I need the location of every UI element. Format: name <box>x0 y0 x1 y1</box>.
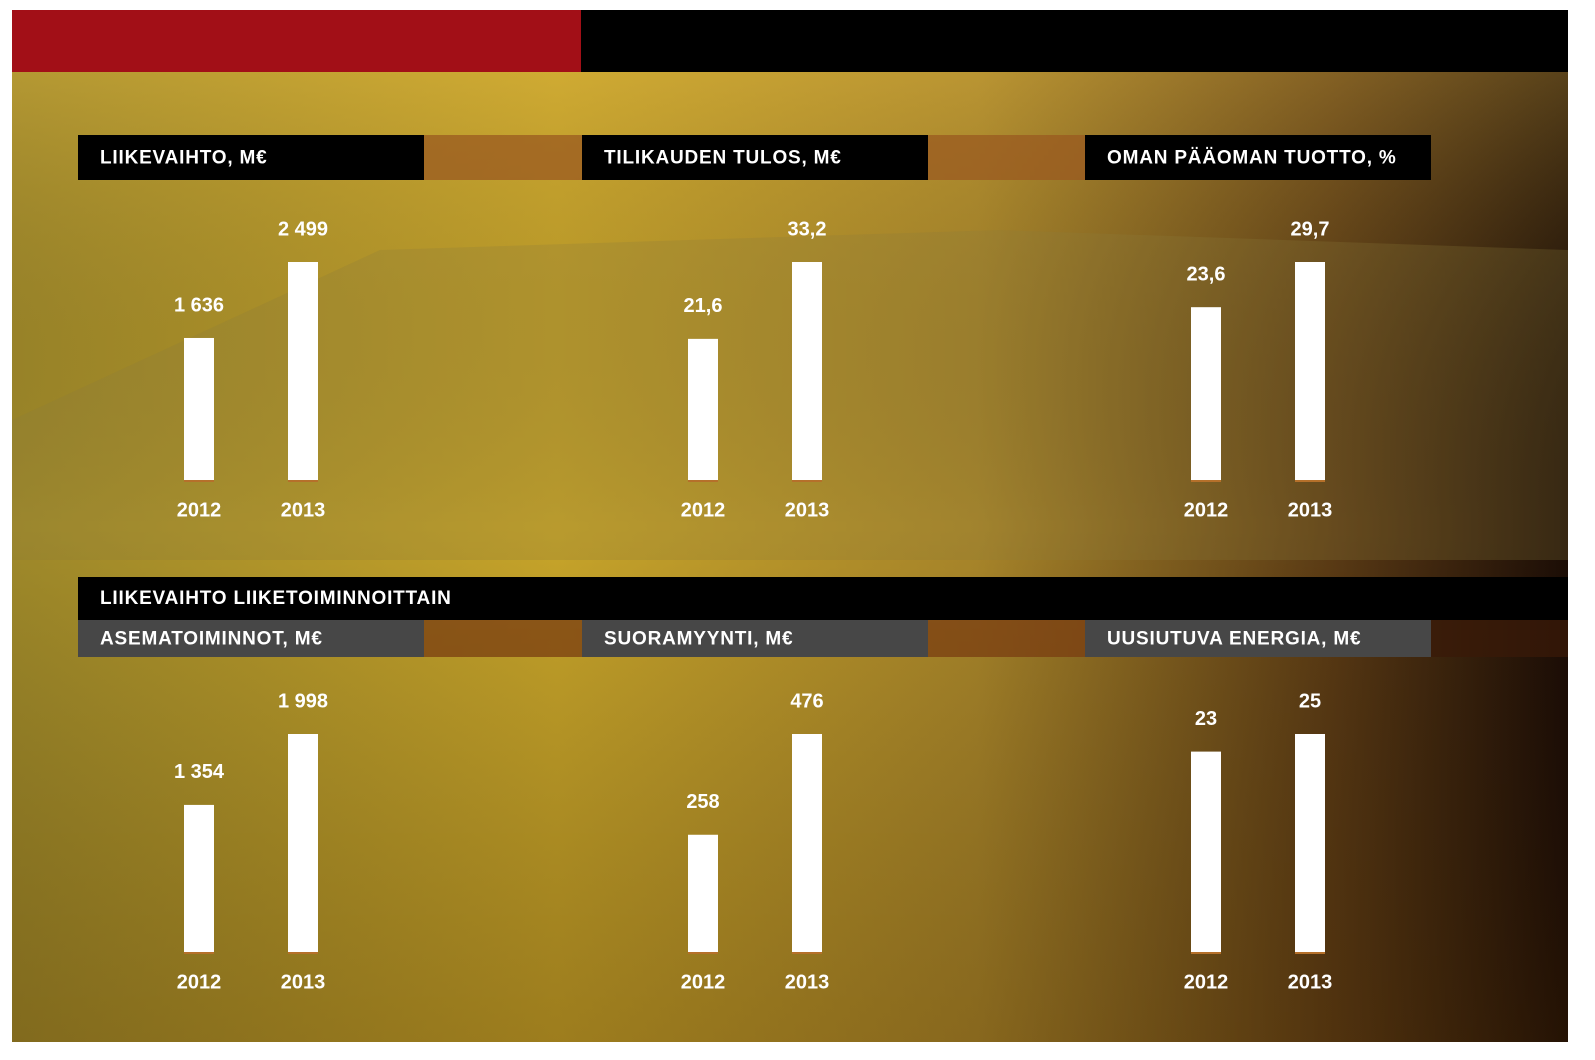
chart-title: ASEMATOIMINNOT, M€ <box>100 629 323 650</box>
bar <box>1191 307 1221 482</box>
value-label: 23,6 <box>1187 263 1226 285</box>
x-tick-label: 2012 <box>681 499 726 521</box>
x-tick-label: 2013 <box>785 499 830 521</box>
bar-foot <box>288 952 318 954</box>
bar-foot <box>184 952 214 954</box>
header-strip <box>424 620 582 657</box>
value-label: 29,7 <box>1291 218 1330 240</box>
bar <box>1191 752 1221 954</box>
chart-title: TILIKAUDEN TULOS, M€ <box>604 148 842 169</box>
chart-title: SUORAMYYNTI, M€ <box>604 629 793 650</box>
bar <box>688 835 718 954</box>
x-tick-label: 2012 <box>177 499 222 521</box>
bar <box>688 339 718 482</box>
x-tick-label: 2012 <box>681 971 726 993</box>
value-label: 33,2 <box>788 218 827 240</box>
bar-foot <box>1191 480 1221 482</box>
value-label: 2 499 <box>278 218 328 240</box>
value-label: 21,6 <box>684 295 723 317</box>
bar <box>184 338 214 482</box>
bar-foot <box>792 480 822 482</box>
value-label: 1 998 <box>278 690 328 712</box>
infographic: LIIKEVAIHTO LIIKETOIMINNOITTAIN LIIKEVAI… <box>0 0 1595 1060</box>
value-label: 476 <box>790 690 823 712</box>
bar <box>1295 734 1325 954</box>
bar <box>792 262 822 482</box>
bar <box>184 805 214 954</box>
bar <box>288 262 318 482</box>
bar-foot <box>688 480 718 482</box>
bar <box>792 734 822 954</box>
x-tick-label: 2013 <box>281 971 326 993</box>
value-label: 23 <box>1195 708 1217 730</box>
chart-title: LIIKEVAIHTO, M€ <box>100 148 268 169</box>
x-tick-label: 2013 <box>1288 971 1333 993</box>
chart-title: OMAN PÄÄOMAN TUOTTO, % <box>1107 148 1397 169</box>
x-tick-label: 2012 <box>1184 971 1229 993</box>
bar-foot <box>1191 952 1221 954</box>
bar-foot <box>792 952 822 954</box>
value-label: 1 636 <box>174 294 224 316</box>
header-strip <box>424 135 582 180</box>
bar <box>1295 262 1325 482</box>
chart-title: UUSIUTUVA ENERGIA, M€ <box>1107 629 1361 650</box>
section-title: LIIKEVAIHTO LIIKETOIMINNOITTAIN <box>100 588 452 609</box>
top-bar-red <box>12 10 581 72</box>
bar-foot <box>1295 952 1325 954</box>
x-tick-label: 2012 <box>177 971 222 993</box>
bar-foot <box>184 480 214 482</box>
bar-foot <box>288 480 318 482</box>
value-label: 25 <box>1299 690 1321 712</box>
header-strip <box>927 135 1085 180</box>
value-label: 258 <box>686 791 719 813</box>
bar <box>288 734 318 954</box>
bar-foot <box>688 952 718 954</box>
x-tick-label: 2013 <box>1288 499 1333 521</box>
header-strip <box>927 620 1085 657</box>
x-tick-label: 2013 <box>281 499 326 521</box>
x-tick-label: 2012 <box>1184 499 1229 521</box>
bar-foot <box>1295 480 1325 482</box>
header-strip <box>1430 620 1568 657</box>
value-label: 1 354 <box>174 761 225 783</box>
top-bar-black <box>581 10 1568 72</box>
x-tick-label: 2013 <box>785 971 830 993</box>
page: LIIKEVAIHTO LIIKETOIMINNOITTAIN LIIKEVAI… <box>0 0 1595 1060</box>
